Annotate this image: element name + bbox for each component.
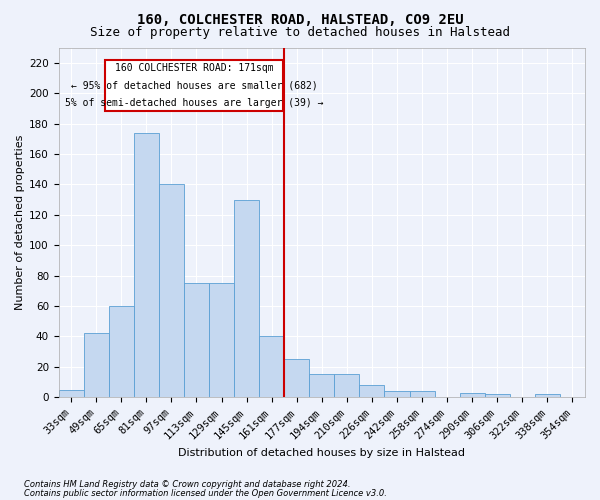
- Text: Contains public sector information licensed under the Open Government Licence v3: Contains public sector information licen…: [24, 488, 387, 498]
- Y-axis label: Number of detached properties: Number of detached properties: [15, 134, 25, 310]
- Text: 160 COLCHESTER ROAD: 171sqm: 160 COLCHESTER ROAD: 171sqm: [115, 64, 274, 74]
- Bar: [109, 306, 134, 397]
- Text: Contains HM Land Registry data © Crown copyright and database right 2024.: Contains HM Land Registry data © Crown c…: [24, 480, 350, 489]
- Bar: [460, 392, 485, 397]
- Text: 5% of semi-detached houses are larger (39) →: 5% of semi-detached houses are larger (3…: [65, 98, 323, 108]
- X-axis label: Distribution of detached houses by size in Halstead: Distribution of detached houses by size …: [178, 448, 466, 458]
- Bar: [385, 391, 410, 397]
- Bar: [259, 336, 284, 397]
- Bar: [309, 374, 334, 397]
- Bar: [535, 394, 560, 397]
- Text: Size of property relative to detached houses in Halstead: Size of property relative to detached ho…: [90, 26, 510, 39]
- Bar: [359, 385, 385, 397]
- FancyBboxPatch shape: [105, 60, 283, 112]
- Bar: [159, 184, 184, 397]
- Text: 160, COLCHESTER ROAD, HALSTEAD, CO9 2EU: 160, COLCHESTER ROAD, HALSTEAD, CO9 2EU: [137, 12, 463, 26]
- Bar: [184, 283, 209, 397]
- Bar: [334, 374, 359, 397]
- Text: ← 95% of detached houses are smaller (682): ← 95% of detached houses are smaller (68…: [71, 80, 317, 90]
- Bar: [410, 391, 434, 397]
- Bar: [485, 394, 510, 397]
- Bar: [284, 359, 309, 397]
- Bar: [234, 200, 259, 397]
- Bar: [209, 283, 234, 397]
- Bar: [134, 132, 159, 397]
- Bar: [84, 334, 109, 397]
- Bar: [59, 390, 84, 397]
